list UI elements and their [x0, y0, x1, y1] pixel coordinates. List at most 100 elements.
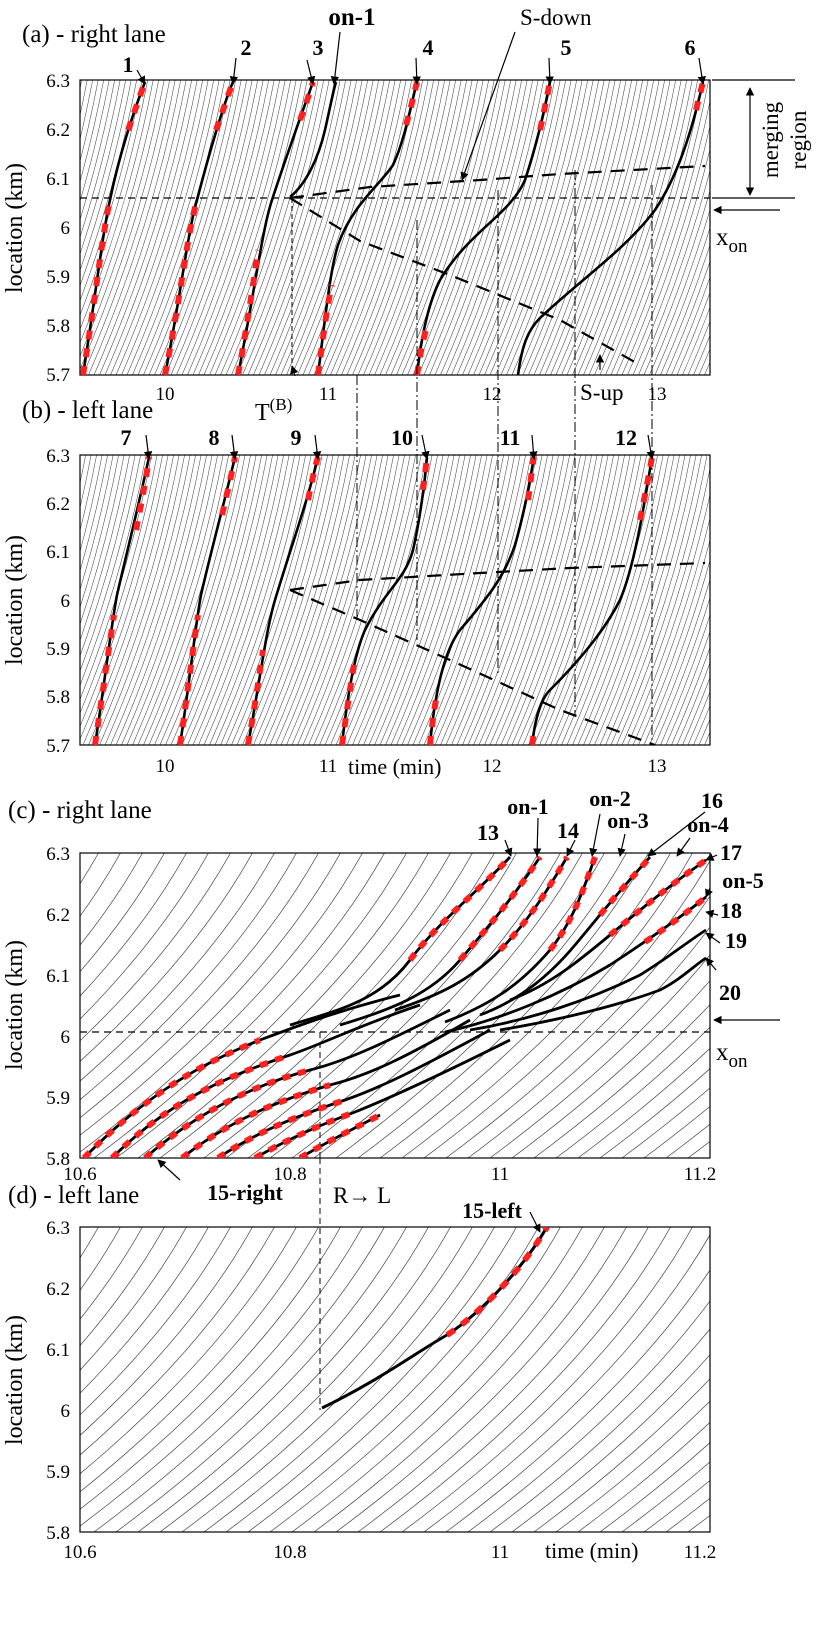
- background-trajectory: [511, 980, 710, 1158]
- background-trajectory: [616, 80, 709, 375]
- ytick: 5.9: [46, 1088, 70, 1109]
- background-trajectory: [80, 853, 319, 1119]
- background-trajectory: [423, 860, 710, 1158]
- background-trajectory: [82, 80, 176, 375]
- vehicle-3-highlight: [235, 249, 261, 375]
- background-trajectory: [754, 1227, 818, 1532]
- xtick: 13: [648, 384, 667, 405]
- background-trajectory: [473, 80, 566, 375]
- vehicle-1-highlight-top: [125, 80, 148, 132]
- background-trajectory: [363, 80, 456, 375]
- background-trajectory: [489, 1328, 710, 1532]
- panel-a-xticks: 10 11 12 13: [156, 384, 667, 405]
- xtick: 13: [648, 756, 667, 777]
- background-trajectory: [616, 455, 708, 745]
- ytick: 5.8: [46, 316, 70, 337]
- background-trajectory: [154, 455, 246, 745]
- background-trajectory: [335, 80, 429, 375]
- background-trajectory: [80, 455, 92, 509]
- background-trajectory: [275, 455, 367, 745]
- background-trajectory: [187, 80, 280, 375]
- background-trajectory: [80, 455, 136, 657]
- s-up-wave: [289, 197, 641, 366]
- background-trajectory: [80, 80, 154, 330]
- background-trajectory: [771, 455, 818, 745]
- vehicle-label-15-right: 15-right: [207, 1180, 283, 1205]
- background-trajectory: [412, 455, 504, 745]
- background-trajectory: [80, 455, 147, 687]
- background-trajectory: [319, 80, 412, 375]
- background-trajectory: [335, 853, 627, 1158]
- background-trajectory: [533, 1378, 710, 1532]
- x-on-label-c: xon: [716, 1039, 748, 1072]
- background-trajectory: [815, 80, 818, 375]
- s-down-wave: [289, 164, 706, 200]
- vehicle-5-highlight-top: [537, 81, 553, 131]
- background-trajectory: [528, 80, 621, 375]
- background-trajectory: [643, 189, 710, 375]
- background-trajectory: [115, 853, 407, 1158]
- background-trajectory: [489, 954, 710, 1158]
- background-trajectory: [533, 80, 627, 375]
- background-trajectory: [555, 80, 649, 375]
- vehicle-label-9: 9: [291, 425, 302, 450]
- vehicle-label-19: 19: [725, 928, 747, 953]
- xtick: 10: [156, 756, 175, 777]
- background-trajectory: [80, 455, 152, 701]
- panel-c-ylabel: location (km): [2, 940, 28, 1070]
- background-trajectory: [247, 455, 339, 745]
- vehicle-label-16: 16: [701, 788, 723, 813]
- background-trajectory: [588, 80, 682, 375]
- background-trajectory: [80, 80, 137, 287]
- t-b-main: T: [255, 400, 270, 426]
- background-trajectory: [374, 80, 467, 375]
- background-trajectory: [346, 455, 438, 745]
- background-trajectory: [621, 1461, 710, 1532]
- background-trajectory: [467, 80, 561, 375]
- xtick: 11.2: [684, 1542, 717, 1563]
- background-trajectory: [594, 455, 686, 745]
- background-trajectory: [80, 455, 163, 728]
- background-trajectory: [627, 124, 710, 375]
- xtick: 11: [319, 756, 337, 777]
- background-trajectory: [462, 455, 554, 745]
- vehicle-4-highlight: [315, 284, 335, 375]
- background-trajectory: [671, 646, 710, 745]
- background-trajectory: [335, 455, 427, 745]
- background-trajectory: [654, 596, 710, 745]
- vehicle-7-highlight-top: [133, 456, 152, 531]
- background-trajectory: [517, 80, 610, 375]
- ytick: 6.2: [46, 494, 70, 515]
- background-trajectory: [478, 455, 570, 745]
- ytick: 6.3: [46, 71, 70, 92]
- ytick: 6.1: [46, 966, 70, 987]
- background-trajectory: [550, 455, 642, 745]
- x-on-sub: on: [729, 1051, 749, 1072]
- vehicle-4-trajectory: [316, 81, 419, 375]
- vehicle-highlight-segment: [643, 894, 708, 945]
- background-trajectory: [544, 455, 636, 745]
- background-trajectory: [621, 1087, 710, 1158]
- background-trajectory: [583, 455, 675, 745]
- background-trajectory: [621, 467, 710, 745]
- background-trajectory: [643, 559, 710, 745]
- xtick: 12: [483, 756, 502, 777]
- s-down-wave-b: [289, 561, 706, 592]
- panel-a-vehicle-labels: 1 2 3 on-1 4 5 6: [123, 4, 696, 77]
- s-up-label: S-up: [580, 380, 623, 405]
- background-trajectory: [738, 455, 818, 745]
- background-trajectory: [357, 455, 449, 745]
- background-trajectory: [522, 455, 614, 745]
- background-trajectory: [451, 455, 543, 745]
- vehicle-label-3: 3: [313, 35, 324, 60]
- background-trajectory: [676, 661, 710, 745]
- background-trajectory: [379, 80, 473, 375]
- t-b-sup: (B): [270, 395, 293, 414]
- panel-b-yticks: 6.3 6.2 6.1 6 5.9 5.8 5.7: [46, 446, 70, 757]
- background-trajectory: [467, 455, 559, 745]
- panel-d-ylabel: location (km): [2, 1315, 28, 1445]
- background-trajectory: [660, 614, 710, 745]
- panel-a-yticks: 6.3 6.2 6.1 6 5.9 5.8 5.7: [46, 71, 70, 386]
- background-trajectory: [704, 731, 710, 745]
- background-trajectory: [80, 853, 297, 1101]
